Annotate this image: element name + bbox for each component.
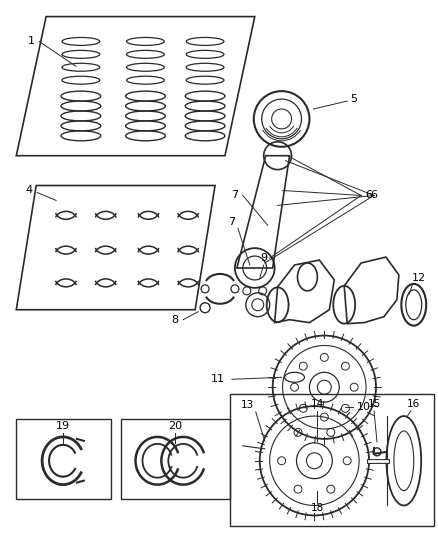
Bar	[16, 419, 110, 498]
Text: 20: 20	[168, 421, 182, 431]
Text: 9: 9	[260, 253, 267, 263]
Text: 5: 5	[350, 94, 357, 104]
Text: 12: 12	[411, 273, 425, 283]
Text: 19: 19	[56, 421, 70, 431]
Text: 7: 7	[228, 217, 235, 227]
Text: 6: 6	[370, 190, 377, 200]
Text: 11: 11	[211, 374, 225, 384]
Text: 4: 4	[25, 185, 33, 196]
Text: 14: 14	[310, 399, 323, 409]
Text: 15: 15	[367, 399, 380, 409]
Bar	[230, 394, 433, 527]
Text: 1: 1	[28, 36, 35, 46]
Text: 18: 18	[310, 504, 323, 513]
Text: 16: 16	[406, 399, 420, 409]
Text: 13: 13	[240, 400, 254, 410]
Bar	[120, 419, 230, 498]
Text: 10: 10	[356, 402, 370, 412]
Text: 8: 8	[171, 314, 178, 325]
Text: 6: 6	[365, 190, 372, 200]
Text: 7: 7	[231, 190, 238, 200]
